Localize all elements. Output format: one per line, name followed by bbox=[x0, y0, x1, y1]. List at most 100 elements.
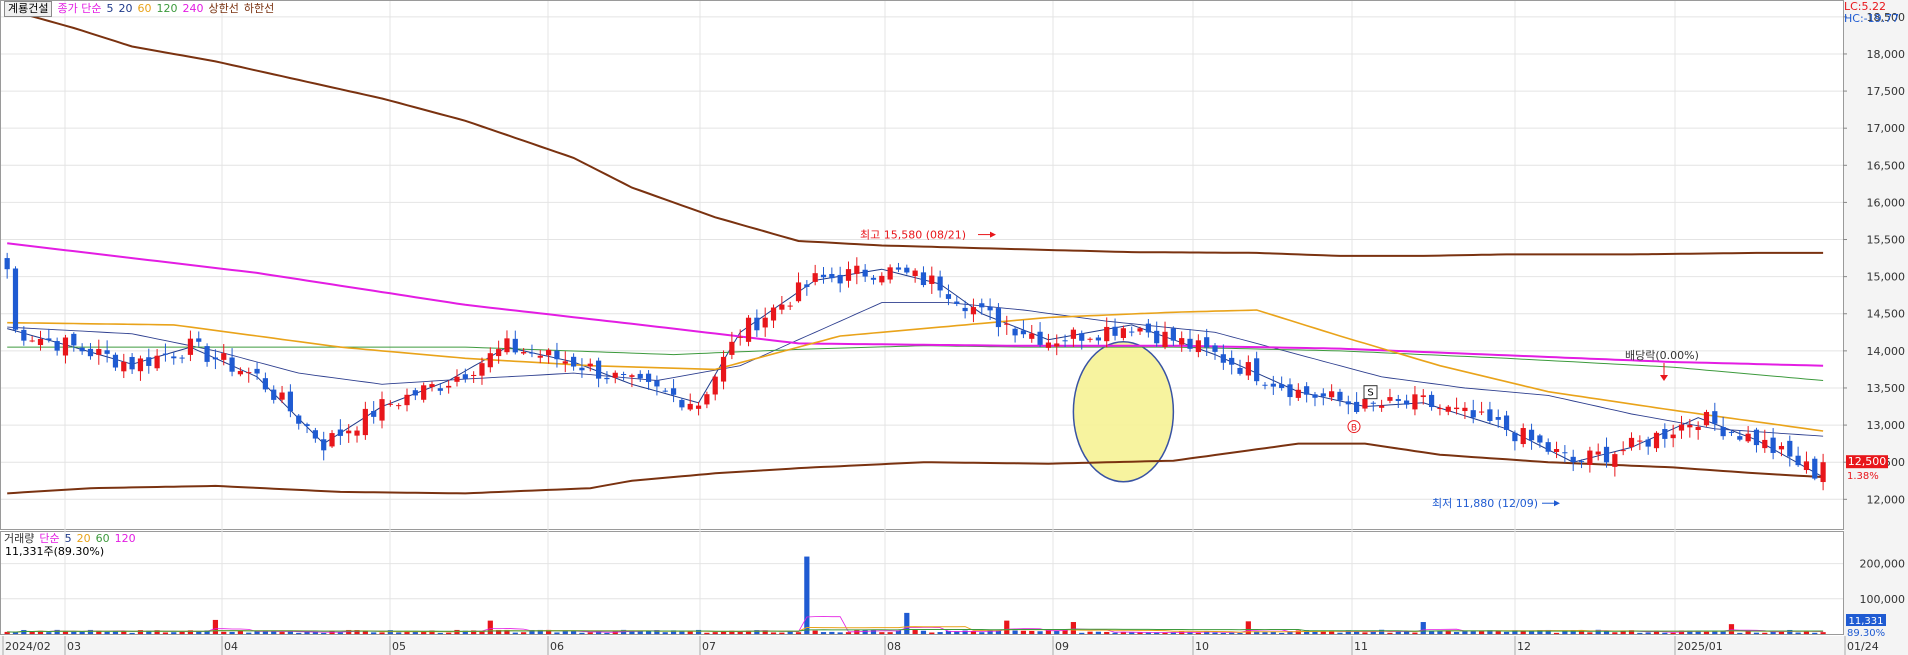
candle-body bbox=[862, 269, 868, 277]
candle-body bbox=[620, 373, 627, 375]
volume-bar bbox=[1512, 630, 1518, 634]
x-tick-label: 11 bbox=[1354, 640, 1368, 653]
candle-body bbox=[4, 258, 10, 270]
volume-bar bbox=[1054, 630, 1060, 634]
volume-bar bbox=[695, 629, 702, 634]
candle-body bbox=[79, 347, 85, 352]
y-axis-area bbox=[1844, 0, 1908, 655]
candle-body bbox=[179, 357, 185, 359]
ma20-label: 20 bbox=[118, 2, 133, 15]
price-badge-label: 12,500 bbox=[1848, 455, 1887, 468]
candle-body bbox=[62, 337, 69, 356]
volume-bar bbox=[371, 632, 377, 634]
volume-bar bbox=[1287, 631, 1293, 634]
volume-bar bbox=[1812, 632, 1818, 634]
candle-body bbox=[1145, 323, 1151, 333]
volume-bar bbox=[1037, 631, 1043, 634]
candle-body bbox=[1020, 330, 1027, 335]
volume-bar bbox=[1420, 622, 1426, 634]
candle-body bbox=[637, 373, 643, 379]
volume-bar bbox=[1545, 629, 1551, 634]
volume-bar bbox=[929, 632, 935, 634]
ma120-label: 120 bbox=[156, 2, 178, 15]
low-arrow-head bbox=[1554, 500, 1560, 507]
volume-bar bbox=[1045, 629, 1052, 634]
candle-body bbox=[820, 274, 827, 278]
volume-bar bbox=[204, 630, 210, 634]
ma240-line bbox=[7, 309, 1824, 432]
volume-bar bbox=[637, 630, 643, 634]
stock-name-box[interactable]: 계룡건설 bbox=[4, 1, 53, 17]
volume-bar bbox=[287, 631, 293, 634]
y-tick-label: 13,500 bbox=[1867, 382, 1906, 395]
candle-body bbox=[1137, 328, 1143, 332]
candle-body bbox=[1820, 462, 1826, 483]
volume-bar bbox=[321, 632, 327, 634]
candle-body bbox=[1470, 410, 1476, 418]
candle-body bbox=[1503, 415, 1510, 430]
high-annotation: 최고 15,580 (08/21) bbox=[860, 229, 966, 242]
volume-bar bbox=[1179, 631, 1185, 634]
volume-bar bbox=[1262, 632, 1268, 634]
volume-bar bbox=[146, 630, 152, 634]
y-tick-label: 17,000 bbox=[1867, 122, 1906, 135]
volume-bar bbox=[1129, 632, 1135, 634]
candle-body bbox=[837, 274, 843, 284]
volume-bar bbox=[362, 631, 368, 634]
volume-bar bbox=[337, 632, 343, 634]
volume-bar bbox=[221, 631, 227, 634]
volume-bar bbox=[1062, 630, 1068, 634]
candle-body bbox=[546, 349, 552, 356]
candle-body bbox=[362, 408, 368, 436]
candle-body bbox=[1528, 429, 1535, 441]
sell-marker bbox=[1363, 385, 1378, 400]
candle-body bbox=[1237, 367, 1243, 374]
volume-summary: 11,331주(89.30%) bbox=[5, 545, 105, 558]
volume-bar bbox=[745, 630, 752, 634]
volume-bar bbox=[54, 629, 60, 634]
candle-body bbox=[1179, 338, 1185, 345]
volume-bar bbox=[1004, 620, 1010, 634]
volume-bar bbox=[112, 630, 119, 634]
volume-bar bbox=[1803, 631, 1810, 634]
volume-bar bbox=[612, 631, 618, 634]
price-badge bbox=[1846, 455, 1888, 469]
volume-bar bbox=[46, 632, 52, 634]
volume-bar bbox=[1412, 632, 1418, 634]
candle-body bbox=[412, 390, 418, 396]
candle-body bbox=[1220, 354, 1226, 363]
candle-body bbox=[1578, 461, 1585, 463]
ma60-label: 60 bbox=[137, 2, 152, 15]
candle-body bbox=[1045, 342, 1052, 348]
candle-body bbox=[1229, 357, 1235, 365]
volume-bar bbox=[512, 632, 518, 634]
candle-body bbox=[954, 301, 960, 305]
volume-bar bbox=[770, 632, 777, 634]
volume-bar bbox=[845, 632, 852, 634]
candle-body bbox=[112, 354, 119, 368]
candle-body bbox=[1728, 431, 1735, 433]
volume-bar bbox=[662, 632, 668, 634]
candle-body bbox=[895, 267, 902, 270]
volume-bar bbox=[887, 632, 893, 634]
volume-bar bbox=[396, 632, 402, 634]
volume-bar bbox=[1170, 632, 1176, 634]
volume-bar bbox=[479, 631, 485, 634]
volume-bar bbox=[421, 631, 427, 634]
candle-body bbox=[221, 353, 227, 360]
volume-bar bbox=[1012, 630, 1018, 634]
candle-body bbox=[1279, 384, 1285, 389]
candle-body bbox=[1412, 394, 1418, 410]
candle-body bbox=[337, 429, 343, 436]
candle-body bbox=[12, 268, 19, 330]
x-tick-label: 06 bbox=[550, 640, 564, 653]
candle-body bbox=[1212, 345, 1218, 352]
candle-body bbox=[129, 356, 135, 370]
volume-bar bbox=[562, 631, 568, 634]
candle-body bbox=[396, 405, 402, 407]
volume-ma-label: 단순 bbox=[39, 532, 60, 545]
candle-body bbox=[562, 361, 568, 364]
volume-bar bbox=[1503, 631, 1510, 634]
